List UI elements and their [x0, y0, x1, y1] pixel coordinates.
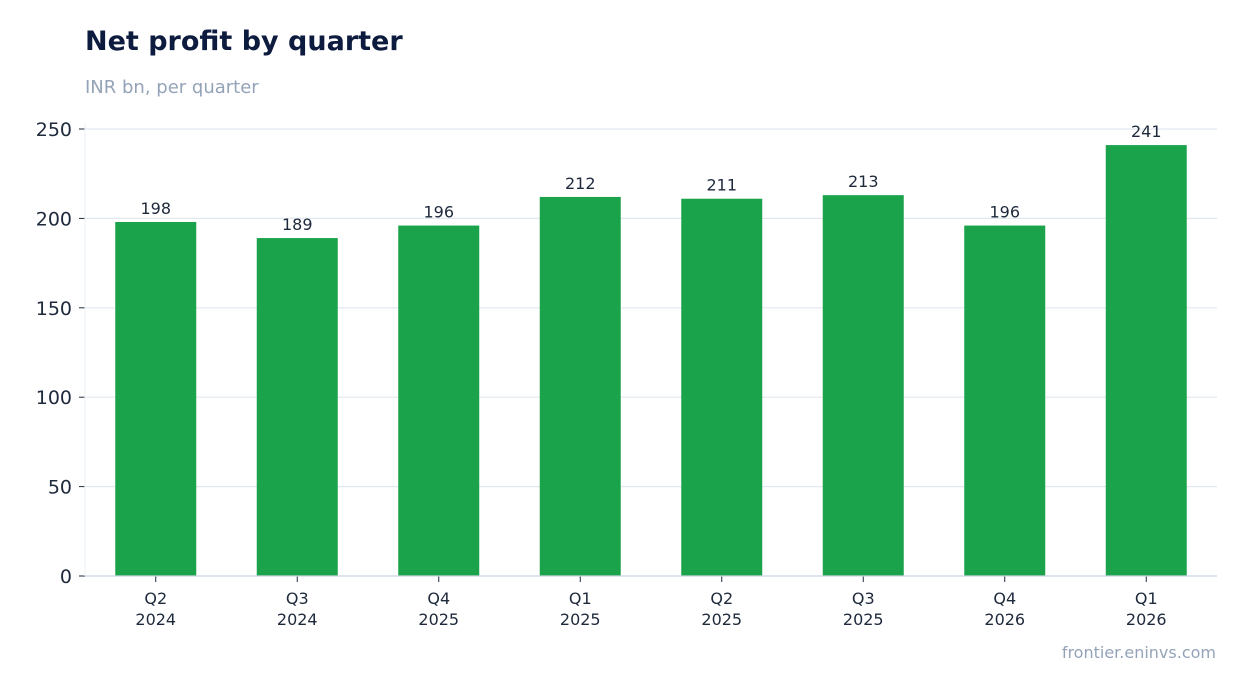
- chart-subtitle: INR bn, per quarter: [85, 77, 259, 98]
- x-tick-label: 2026: [1126, 610, 1167, 629]
- data-label: 211: [706, 176, 737, 195]
- bar: [539, 196, 621, 576]
- y-tick-label: 50: [48, 477, 72, 499]
- x-axis: Q2 2024 Q3 2024 Q4 2025 Q1 2025 Q2 2025 Q3 2025 Q4 20…: [85, 575, 1217, 629]
- y-tick-label: 0: [60, 566, 72, 588]
- bar: [398, 225, 480, 576]
- x-tick-label: Q1: [1135, 589, 1158, 608]
- bar: [964, 225, 1046, 576]
- x-tick-label: 2026: [984, 610, 1025, 629]
- y-tick-label: 200: [36, 208, 72, 230]
- x-tick-label: Q4: [993, 589, 1016, 608]
- x-tick-label: Q3: [852, 589, 875, 608]
- bar: [256, 238, 338, 576]
- grid-lines: [85, 128, 1217, 488]
- bar: [1105, 145, 1187, 577]
- x-tick-label: 2025: [701, 610, 742, 629]
- data-label: 196: [423, 203, 454, 222]
- bars: [115, 145, 1187, 577]
- data-label: 196: [989, 203, 1020, 222]
- bar: [822, 195, 904, 576]
- bar: [115, 221, 197, 576]
- data-label: 241: [1131, 122, 1162, 141]
- data-label: 213: [848, 172, 879, 191]
- x-tick-label: 2025: [418, 610, 459, 629]
- data-label: 198: [140, 199, 171, 218]
- x-tick-label: 2024: [277, 610, 318, 629]
- data-label: 189: [282, 215, 313, 234]
- data-labels: 198 189 196 212 211 213 196 241: [140, 122, 1161, 234]
- x-tick-label: Q2: [710, 589, 733, 608]
- x-tick-label: 2024: [135, 610, 176, 629]
- bar: [681, 198, 763, 576]
- y-tick-label: 100: [36, 387, 72, 409]
- data-label: 212: [565, 174, 596, 193]
- x-tick-label: 2025: [560, 610, 601, 629]
- x-tick-label: Q2: [144, 589, 167, 608]
- chart-title: Net profit by quarter: [85, 26, 403, 57]
- x-tick-label: Q1: [569, 589, 592, 608]
- y-tick-label: 250: [36, 119, 72, 141]
- source-credit: frontier.eninvs.com: [1061, 643, 1216, 662]
- x-tick-label: Q4: [427, 589, 450, 608]
- x-tick-label: Q3: [286, 589, 309, 608]
- x-tick-label: 2025: [843, 610, 884, 629]
- y-axis: 0 50 100 150 200 250: [36, 119, 86, 588]
- y-tick-label: 150: [36, 298, 72, 320]
